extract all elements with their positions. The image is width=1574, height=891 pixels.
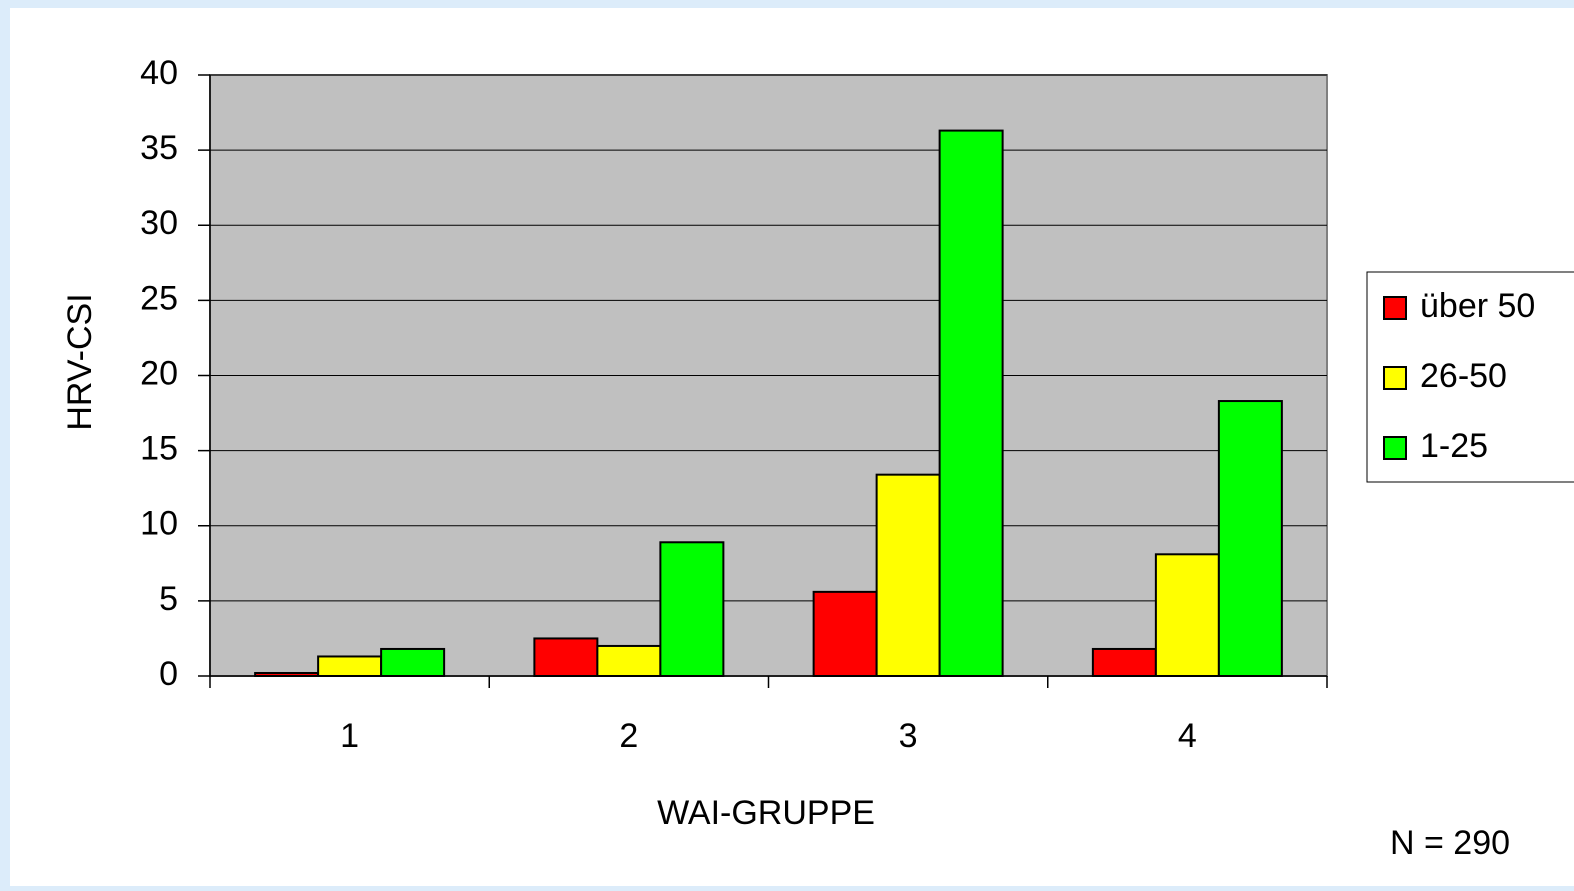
- y-tick-label: 30: [140, 204, 178, 242]
- legend-label: über 50: [1420, 287, 1535, 325]
- bar: [533, 637, 599, 677]
- legend-label: 26-50: [1420, 357, 1507, 395]
- y-tick-label: 25: [140, 279, 178, 317]
- bar: [875, 473, 941, 678]
- bar: [596, 644, 662, 678]
- legend-label: 1-25: [1420, 427, 1488, 465]
- legend-marker: [1383, 296, 1407, 320]
- y-tick-label: 35: [140, 129, 178, 167]
- x-tick-label: 3: [899, 717, 918, 755]
- y-tick-label: 5: [159, 580, 178, 618]
- annotation: N = 290: [1390, 824, 1510, 862]
- x-axis-label: WAI-GRUPPE: [657, 794, 875, 832]
- y-tick-label: 10: [140, 505, 178, 543]
- bar: [254, 671, 320, 677]
- y-tick-label: 15: [140, 430, 178, 468]
- y-tick-label: 40: [140, 54, 178, 92]
- y-axis-label: HRV-CSI: [61, 293, 99, 430]
- bar: [1217, 400, 1283, 677]
- bar: [812, 590, 878, 677]
- y-tick-label: 20: [140, 354, 178, 392]
- x-tick-label: 1: [340, 717, 359, 755]
- bar: [380, 647, 446, 678]
- bar: [317, 655, 383, 678]
- bar: [938, 129, 1004, 677]
- y-tick-label: 0: [159, 655, 178, 693]
- bar: [1154, 553, 1220, 677]
- bar: [659, 541, 725, 678]
- legend-marker: [1383, 366, 1407, 390]
- x-tick-label: 4: [1178, 717, 1197, 755]
- legend-marker: [1383, 436, 1407, 460]
- x-tick-label: 2: [619, 717, 638, 755]
- bar: [1091, 647, 1157, 678]
